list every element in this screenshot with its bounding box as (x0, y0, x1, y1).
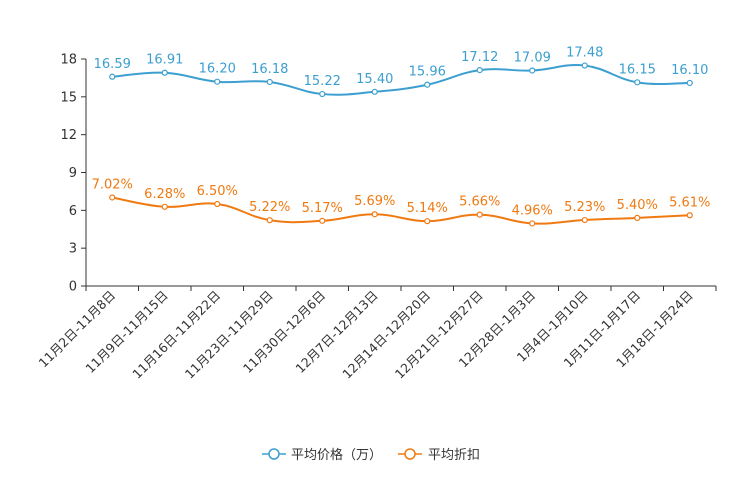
data-label: 15.40 (356, 72, 393, 87)
data-point[interactable] (109, 194, 116, 201)
data-point[interactable] (266, 78, 273, 86)
data-point[interactable] (686, 79, 693, 87)
data-point[interactable] (529, 220, 536, 227)
data-label: 4.96% (512, 203, 553, 218)
data-label: 6.50% (197, 184, 238, 199)
data-point[interactable] (634, 214, 641, 221)
series-line-1 (112, 196, 690, 225)
data-point[interactable] (476, 66, 483, 74)
series-line-0 (112, 64, 690, 96)
data-label: 16.59 (94, 57, 131, 72)
data-point[interactable] (319, 90, 326, 98)
data-label: 17.12 (461, 50, 498, 65)
legend-marker-icon (404, 448, 416, 460)
legend-label: 平均折扣 (428, 448, 480, 463)
data-label: 16.91 (146, 53, 183, 68)
y-tick-label: 12 (60, 128, 77, 143)
data-label: 17.09 (514, 50, 551, 65)
data-label: 5.22% (249, 200, 290, 215)
x-tick-label: 11月23日-11月29日 (182, 288, 276, 382)
series-layer (109, 62, 693, 227)
data-point[interactable] (424, 218, 431, 225)
data-label: 5.17% (302, 201, 343, 216)
data-label: 5.23% (564, 200, 605, 215)
data-label: 5.69% (354, 194, 395, 209)
data-label: 16.15 (619, 62, 656, 77)
data-label: 5.61% (669, 195, 710, 210)
data-label: 17.48 (566, 46, 603, 61)
data-point[interactable] (161, 69, 168, 76)
data-point[interactable] (319, 217, 326, 224)
y-tick-label: 3 (69, 242, 77, 257)
y-tick-label: 18 (60, 53, 77, 68)
x-tick-label: 11月16日-11月22日 (129, 288, 223, 382)
y-tick-label: 9 (69, 166, 77, 181)
data-point[interactable] (529, 67, 536, 74)
data-point[interactable] (161, 203, 168, 210)
data-point[interactable] (686, 212, 693, 219)
data-point[interactable] (214, 78, 221, 85)
data-point[interactable] (371, 88, 378, 95)
data-label: 16.20 (199, 62, 236, 77)
x-tick-label: 12月21日-12月27日 (392, 288, 486, 382)
data-label: 5.40% (617, 198, 658, 213)
data-label: 5.66% (459, 195, 500, 210)
legend[interactable]: 平均价格（万） 平均折扣 (262, 447, 480, 463)
data-label: 7.02% (92, 177, 133, 192)
data-point[interactable] (214, 200, 221, 208)
legend-item-1[interactable]: 平均折扣 (398, 448, 480, 463)
data-point[interactable] (266, 217, 273, 224)
legend-item-0[interactable]: 平均价格（万） (262, 447, 382, 463)
data-label: 15.96 (409, 65, 446, 80)
y-tick-label: 15 (60, 90, 77, 105)
data-label: 16.10 (671, 63, 708, 78)
data-point[interactable] (476, 211, 483, 218)
data-label: 5.14% (407, 201, 448, 216)
label-layer: 16.59 16.91 16.20 16.18 15.22 15.40 15.96 17.12… (92, 46, 711, 219)
data-label: 15.22 (304, 74, 341, 89)
y-tick-label: 0 (69, 280, 77, 295)
data-point[interactable] (109, 73, 116, 80)
x-tick-label: 12月14日-12月20日 (339, 288, 433, 382)
legend-marker-icon (268, 448, 280, 460)
y-tick-label: 6 (69, 204, 77, 219)
data-point[interactable] (581, 62, 588, 69)
data-point[interactable] (634, 79, 641, 86)
data-point[interactable] (424, 81, 431, 88)
data-label: 16.18 (251, 62, 288, 77)
data-point[interactable] (371, 211, 378, 218)
data-point[interactable] (581, 216, 588, 224)
legend-label: 平均价格（万） (291, 447, 382, 463)
data-label: 6.28% (144, 187, 185, 202)
